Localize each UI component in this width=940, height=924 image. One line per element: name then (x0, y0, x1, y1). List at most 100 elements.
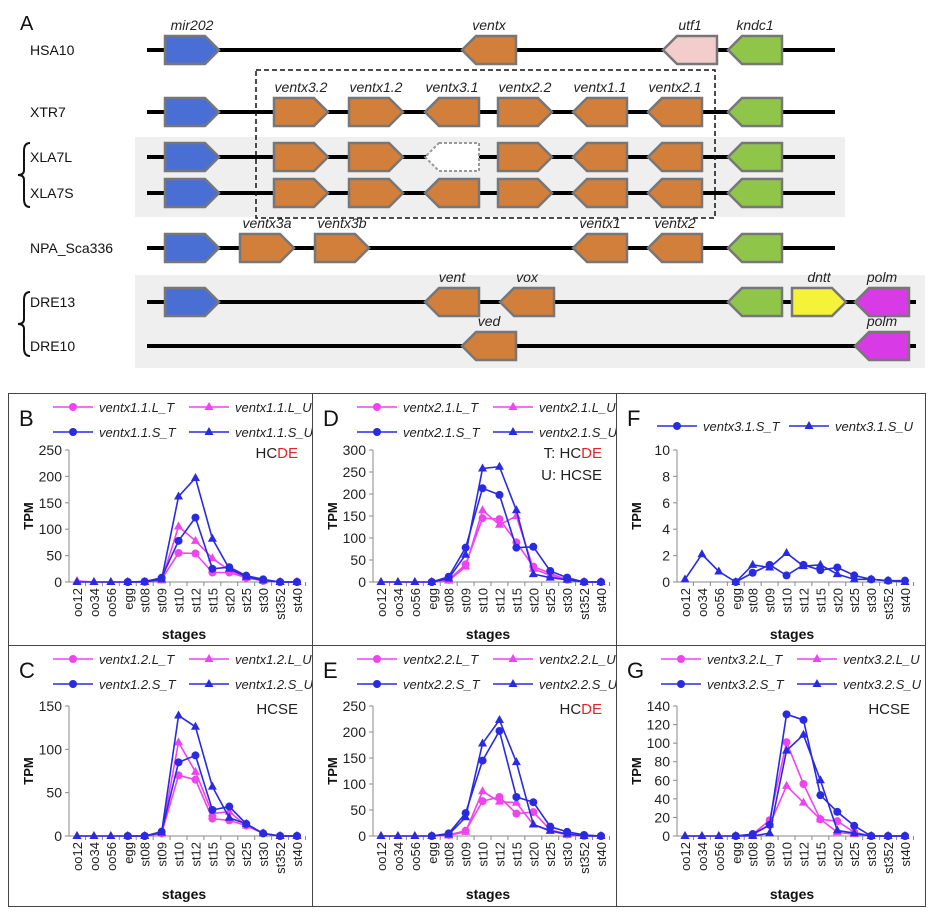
x-tick-label: st10 (476, 588, 491, 613)
y-tick-label: 100 (39, 741, 63, 757)
series-line (381, 508, 601, 583)
legend-label: ventx3.2.S_T (707, 677, 785, 692)
data-point (883, 575, 893, 584)
legend-marker (508, 679, 518, 687)
legend-label: ventx1.2.S_T (99, 677, 177, 692)
data-point (799, 715, 808, 724)
y-tick-label: 50 (350, 552, 366, 568)
x-tick-label: oo34 (391, 588, 406, 617)
legend-label: ventx1.2.S_U (235, 677, 312, 692)
series-line (685, 784, 905, 837)
y-axis-title: TPM (21, 757, 36, 784)
chromosome-label: XLA7S (30, 185, 74, 201)
panel-letter: F (627, 406, 640, 431)
data-point (680, 574, 690, 583)
x-tick-label: st08 (746, 588, 761, 613)
x-tick-label: st40 (290, 588, 305, 613)
data-point (850, 821, 859, 830)
data-point (72, 577, 82, 585)
legend-marker (677, 680, 685, 688)
y-tick-label: 2 (662, 548, 670, 564)
data-point (512, 809, 521, 818)
x-tick-label: oo34 (391, 842, 406, 871)
series-line (77, 714, 297, 837)
legend-label: ventx3.2.L_U (843, 652, 920, 667)
y-tick-label: 50 (350, 802, 366, 818)
data-point (174, 737, 184, 746)
gene-arrow-ventx (423, 286, 481, 318)
data-point (579, 831, 589, 839)
x-tick-label: st15 (509, 588, 524, 613)
data-point (562, 574, 572, 583)
data-point (393, 577, 403, 585)
data-point (494, 461, 504, 470)
y-tick-label: 80 (654, 754, 670, 770)
data-point (258, 828, 268, 837)
gene-arrow-ventx (423, 96, 481, 128)
data-point (833, 563, 842, 572)
data-point (292, 831, 302, 839)
data-point (748, 831, 758, 839)
y-tick-label: 150 (343, 508, 367, 524)
data-point (224, 563, 234, 572)
legend-marker (508, 654, 518, 662)
data-point (174, 536, 183, 545)
data-point (174, 758, 183, 767)
x-tick-label: st20 (830, 842, 845, 867)
data-point (765, 828, 775, 837)
x-tick-label: st20 (222, 588, 237, 613)
data-point (275, 577, 285, 585)
data-point (106, 577, 116, 585)
x-tick-label: oo12 (70, 588, 85, 617)
gene-arrow-polm (853, 286, 911, 318)
annotation-label: T: HCDE (544, 445, 602, 462)
y-tick-label: 20 (654, 809, 670, 825)
legend-marker (812, 654, 822, 662)
x-tick-label: st10 (172, 588, 187, 613)
data-point (123, 577, 133, 585)
y-tick-label: 300 (343, 442, 367, 458)
data-point (174, 710, 184, 719)
legend-marker (204, 402, 214, 410)
x-tick-label: st30 (560, 842, 575, 867)
gene-arrow-polm (853, 330, 911, 362)
gene-arrow-ventx (460, 34, 518, 66)
y-tick-label: 100 (343, 776, 367, 792)
gene-label: vox (516, 269, 539, 285)
y-tick-label: 0 (54, 828, 62, 844)
y-tick-label: 100 (343, 530, 367, 546)
x-tick-label: st352 (577, 842, 592, 874)
gene-arrow-ventx (571, 232, 629, 264)
panel-letter: D (323, 406, 339, 431)
series-line (76, 525, 297, 583)
data-point (529, 798, 538, 807)
data-point (900, 831, 910, 839)
data-point (511, 505, 521, 514)
x-tick-label: st08 (138, 588, 153, 613)
data-point (529, 808, 538, 817)
gene-arrow-ventx (347, 96, 405, 128)
panel-letter: G (627, 658, 644, 683)
panel-letter: B (19, 406, 34, 431)
x-tick-label: oo34 (87, 842, 102, 871)
data-point (478, 505, 488, 514)
x-tick-label: st12 (492, 842, 507, 867)
annotation-label: HCSE (256, 701, 298, 718)
data-point (444, 829, 454, 838)
gene-label: ventx1.1 (574, 79, 627, 95)
legend-label: ventx2.2.S_U (539, 677, 616, 692)
data-point (444, 573, 454, 582)
x-tick-label: st08 (442, 842, 457, 867)
data-point (427, 577, 437, 585)
gene-arrow-ventx (496, 141, 554, 173)
gene-arrow-kndc1 (726, 141, 784, 173)
x-tick-label: st15 (813, 842, 828, 867)
data-point (207, 553, 217, 562)
data-point (190, 472, 200, 481)
gene-arrow-kndc1 (726, 34, 784, 66)
gene-arrow-ventx (496, 96, 554, 128)
gene-arrow-kndc1 (726, 177, 784, 209)
chromosome-label: XTR7 (30, 104, 66, 120)
